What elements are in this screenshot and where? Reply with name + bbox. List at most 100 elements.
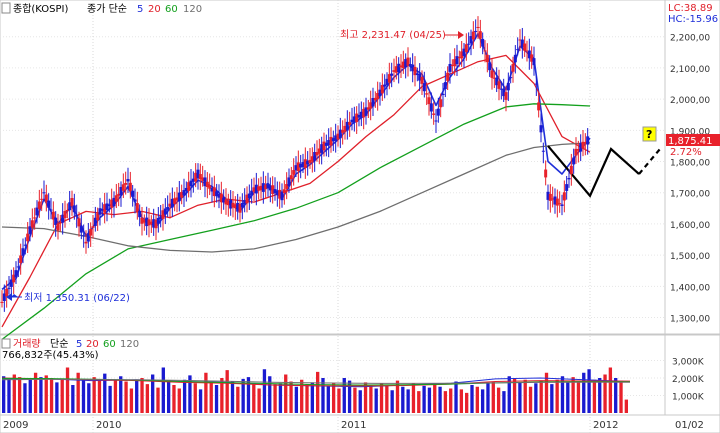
- candle-body: [58, 222, 62, 224]
- candle-body: [296, 162, 300, 172]
- candle-body: [100, 208, 104, 211]
- candle-body: [583, 142, 587, 144]
- candle-body: [541, 150, 545, 152]
- candle-body: [450, 64, 454, 66]
- candle-body: [86, 233, 90, 242]
- volume-bar: [475, 386, 479, 413]
- volume-settings-icon[interactable]: [1, 338, 11, 349]
- volume-tick-label: 2,000K: [672, 375, 705, 385]
- candle-body: [399, 65, 403, 68]
- volume-bar: [619, 380, 623, 413]
- candle-body: [357, 114, 361, 118]
- candle-body: [569, 165, 573, 174]
- price-tick-label: 1,700,00: [670, 190, 710, 200]
- candle-body: [236, 202, 240, 212]
- volume-bar: [486, 383, 490, 413]
- volume-bar: [145, 384, 150, 413]
- candle-body: [121, 184, 125, 191]
- volume-bar: [12, 374, 16, 413]
- volume-bar: [151, 374, 155, 413]
- candle-body: [114, 195, 118, 202]
- candle-body: [338, 129, 342, 139]
- volume-bar: [470, 385, 474, 413]
- time-tick-label: 2010: [96, 420, 121, 431]
- candle-body: [126, 179, 130, 182]
- candle-body: [371, 98, 375, 107]
- volume-last-value: 766,832주(45.43%): [2, 350, 99, 361]
- candle-body: [513, 54, 517, 63]
- volume-bar: [44, 375, 48, 413]
- candle-body: [462, 48, 466, 57]
- volume-bar: [422, 385, 426, 413]
- price-tick-label: 1,300,00: [670, 315, 710, 325]
- volume-bar: [560, 376, 565, 413]
- candle-body: [394, 66, 398, 73]
- candle-body: [551, 198, 555, 200]
- volume-bar: [177, 388, 181, 413]
- candle-body: [226, 201, 230, 206]
- candle-body: [56, 223, 60, 231]
- candle-body: [390, 73, 394, 76]
- volume-title: 거래량: [13, 338, 41, 350]
- volume-bar: [129, 388, 134, 413]
- candle-body: [5, 288, 9, 297]
- candle-body: [525, 50, 529, 52]
- candle-body: [404, 59, 408, 68]
- high-label: 최고 2,231.47 (04/25): [340, 29, 446, 41]
- low-annotation: 최저 1,350.31 (06/22): [6, 292, 130, 304]
- candle-body: [471, 31, 475, 40]
- candle-body: [478, 31, 482, 39]
- volume-bar: [188, 375, 192, 413]
- candle-body: [446, 72, 450, 81]
- candle-body: [411, 64, 415, 72]
- volume-bar: [156, 387, 160, 413]
- candle-body: [203, 177, 207, 187]
- candle-body: [350, 119, 354, 123]
- candle-body: [198, 174, 202, 180]
- candle-body: [579, 143, 583, 152]
- candle-body: [217, 193, 221, 198]
- candle-body: [142, 220, 146, 223]
- settings-icon[interactable]: [1, 2, 11, 14]
- volume-bar: [539, 380, 543, 413]
- volume-bar: [71, 385, 75, 413]
- price-legend: 종합(KOSPI) 종가 단순 5 20 60 120: [1, 2, 202, 15]
- volume-bar: [214, 385, 219, 413]
- candle-body: [194, 172, 198, 182]
- candle-body: [401, 61, 405, 69]
- candle-body: [205, 181, 209, 188]
- candle-body: [383, 84, 387, 87]
- volume-axis-frame: [664, 334, 720, 416]
- candle-body: [266, 184, 270, 189]
- candle-body: [355, 113, 359, 123]
- candle-body: [28, 226, 32, 235]
- candle-body: [275, 190, 279, 196]
- candle-body: [245, 194, 249, 204]
- volume-bar: [624, 399, 628, 413]
- candle-body: [336, 133, 340, 140]
- volume-bar: [289, 381, 293, 413]
- volume-bar: [97, 379, 102, 413]
- candle-body: [161, 210, 165, 219]
- candle-body: [247, 193, 251, 199]
- time-axis-frame: [0, 414, 720, 433]
- volume-bar: [555, 379, 559, 413]
- candle-body: [7, 287, 11, 289]
- candle-body: [544, 169, 548, 178]
- volume-bar: [598, 378, 602, 413]
- candle-body: [23, 244, 27, 246]
- candle-body: [406, 57, 410, 66]
- volume-bars: [1, 367, 631, 413]
- candle-body: [581, 141, 585, 149]
- candle-body: [481, 38, 485, 47]
- volume-bar: [49, 378, 54, 413]
- candle-body: [103, 204, 107, 213]
- candle-body: [352, 116, 356, 123]
- time-tick-label: 2009: [3, 420, 28, 431]
- candle-body: [387, 74, 391, 83]
- high-annotation: 최고 2,231.47 (04/25): [340, 29, 464, 41]
- candle-body: [523, 43, 527, 51]
- volume-bar: [347, 380, 352, 413]
- candle-body: [425, 93, 429, 95]
- volume-ma-5: 5: [76, 339, 82, 350]
